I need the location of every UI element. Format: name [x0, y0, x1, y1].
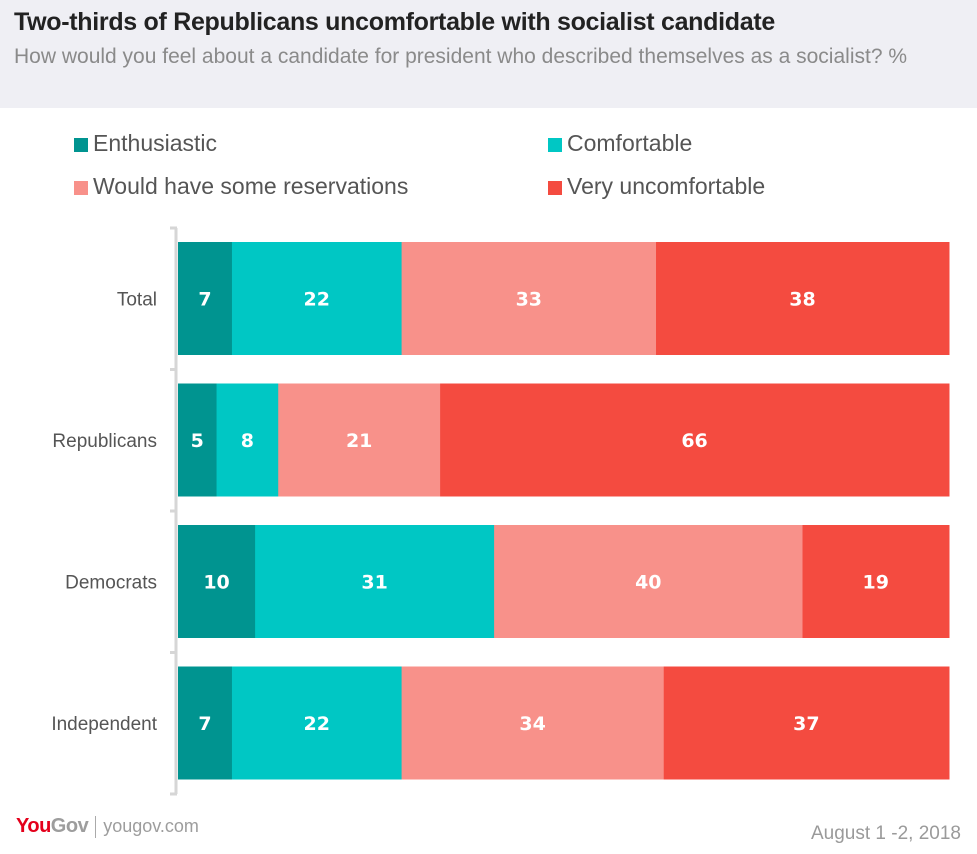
- bar-total-very-uncomfortable: [656, 242, 950, 355]
- chart-subtitle: How would you feel about a candidate for…: [14, 45, 908, 68]
- bar-republicans-comfortable: [216, 383, 279, 497]
- category-label-independent: Independent: [51, 714, 157, 735]
- data-label-total-would-have-some-reservations: 33: [516, 289, 542, 311]
- bar-total-comfortable: [231, 242, 403, 355]
- bar-republicans-enthusiastic: [178, 383, 218, 497]
- data-label-democrats-enthusiastic: 10: [203, 572, 229, 594]
- data-label-republicans-would-have-some-reservations: 21: [346, 430, 372, 452]
- data-label-republicans-comfortable: 8: [241, 430, 254, 452]
- stacked-bar-chart: Total 7 22 33 38 Republicans 5 8 21 66 Democrats 10…: [51, 226, 950, 796]
- bar-republicans-very-uncomfortable: [440, 383, 950, 497]
- footer-date: August 1 -2, 2018: [811, 823, 961, 844]
- bar-democrats-enthusiastic: [178, 525, 256, 638]
- data-label-independent-enthusiastic: 7: [198, 713, 211, 735]
- bar-independent-very-uncomfortable: [663, 666, 950, 780]
- bar-independent-would-have-some-reservations: [401, 666, 665, 780]
- legend-label: Would have some reservations: [93, 173, 409, 199]
- logo-divider: [95, 815, 97, 838]
- yougov-logo: You Gov yougov.com: [16, 815, 199, 838]
- category-label-democrats: Democrats: [65, 573, 157, 594]
- legend-swatch-enthusiastic: [74, 137, 88, 152]
- legend-item-enthusiastic: Enthusiastic: [74, 130, 217, 157]
- logo-gov-text: Gov: [50, 815, 89, 837]
- legend-swatch-comfortable: [548, 137, 562, 152]
- data-label-democrats-very-uncomfortable: 19: [863, 572, 889, 594]
- data-label-independent-very-uncomfortable: 37: [793, 713, 819, 735]
- footer-url: yougov.com: [103, 816, 199, 836]
- data-label-republicans-very-uncomfortable: 66: [681, 430, 707, 452]
- bar-democrats-would-have-some-reservations: [494, 525, 804, 638]
- legend-item-comfortable: Comfortable: [548, 130, 692, 157]
- chart-header: Two-thirds of Republicans uncomfortable …: [0, 0, 977, 108]
- bar-independent-comfortable: [231, 666, 403, 780]
- legend-item-very-uncomfortable: Very uncomfortable: [548, 173, 765, 200]
- data-label-independent-comfortable: 22: [304, 713, 330, 735]
- bar-total-enthusiastic: [178, 242, 233, 355]
- data-label-democrats-would-have-some-reservations: 40: [635, 572, 661, 594]
- bar-republicans-would-have-some-reservations: [278, 383, 441, 497]
- legend-label: Very uncomfortable: [567, 173, 766, 199]
- data-label-independent-would-have-some-reservations: 34: [519, 713, 545, 735]
- category-label-total: Total: [117, 290, 157, 311]
- legend-swatch-reservations: [74, 180, 88, 195]
- legend-swatch-very-uncomfortable: [548, 180, 562, 195]
- bar-independent-enthusiastic: [178, 666, 233, 780]
- bar-democrats-very-uncomfortable: [802, 525, 950, 638]
- data-label-total-comfortable: 22: [304, 289, 330, 311]
- data-label-total-very-uncomfortable: 38: [789, 289, 815, 311]
- data-label-democrats-comfortable: 31: [361, 572, 387, 594]
- logo-you-text: You: [16, 815, 51, 837]
- chart-title: Two-thirds of Republicans uncomfortable …: [14, 8, 775, 36]
- data-label-republicans-enthusiastic: 5: [191, 430, 204, 452]
- bar-total-would-have-some-reservations: [401, 242, 657, 355]
- legend-item-reservations: Would have some reservations: [74, 173, 408, 200]
- legend-label: Comfortable: [567, 130, 693, 156]
- bar-democrats-comfortable: [255, 525, 495, 638]
- data-label-total-enthusiastic: 7: [198, 289, 211, 311]
- category-label-republicans: Republicans: [52, 431, 157, 452]
- legend-label: Enthusiastic: [93, 130, 218, 156]
